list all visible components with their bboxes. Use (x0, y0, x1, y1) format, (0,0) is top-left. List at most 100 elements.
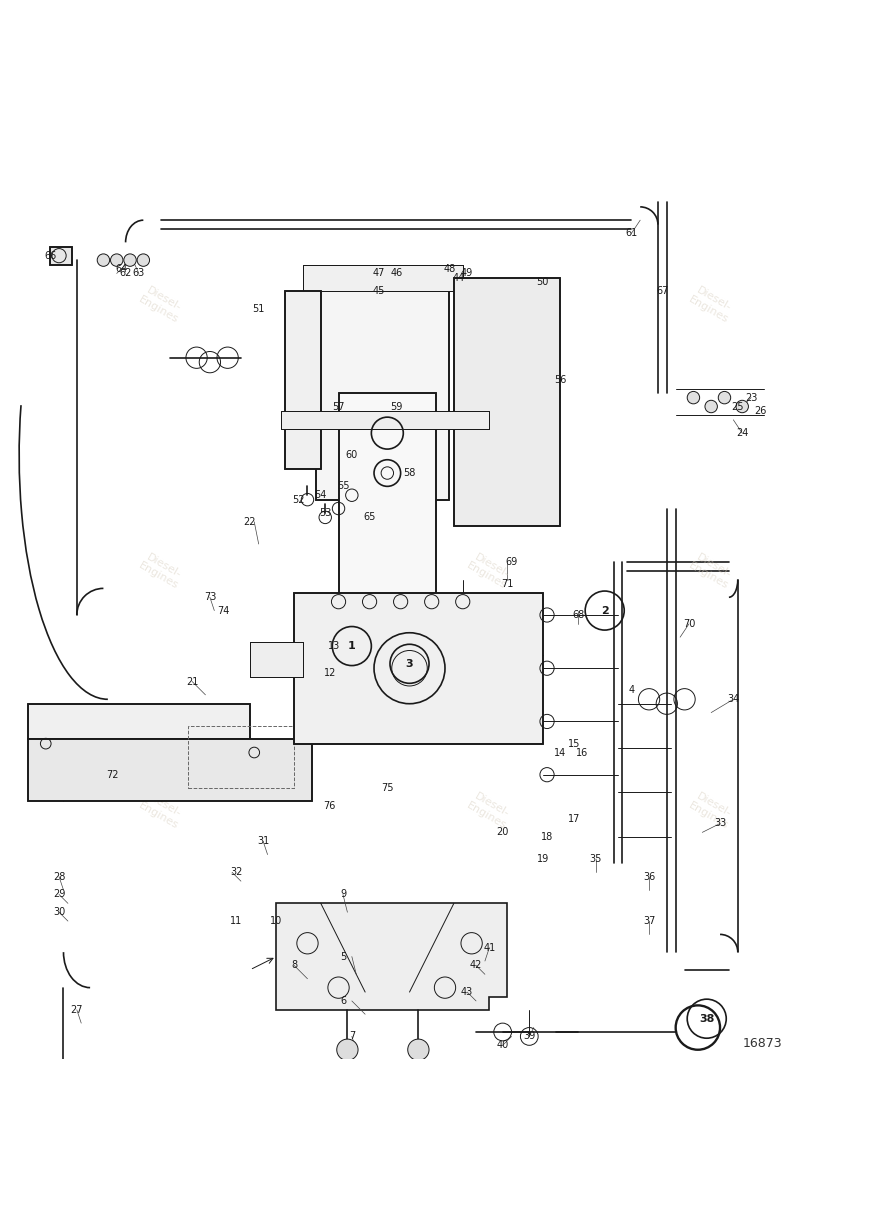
Bar (303, 264, 463, 292)
Text: 14: 14 (554, 748, 566, 758)
Circle shape (408, 1039, 429, 1060)
Text: 27: 27 (70, 1005, 83, 1015)
Text: 22: 22 (244, 517, 256, 526)
Text: 15: 15 (568, 739, 579, 749)
Text: 3: 3 (406, 659, 413, 669)
Text: 59: 59 (390, 401, 402, 412)
Bar (286, 292, 320, 469)
Text: 23: 23 (745, 392, 757, 402)
Text: 33: 33 (714, 818, 726, 829)
Circle shape (718, 391, 731, 403)
Text: 65: 65 (363, 513, 376, 523)
Text: 67: 67 (656, 287, 668, 296)
Text: 41: 41 (483, 942, 496, 953)
Circle shape (97, 253, 109, 267)
Text: 7: 7 (349, 1032, 355, 1042)
Text: Diesel-
Engines: Diesel- Engines (136, 790, 186, 830)
Text: 51: 51 (253, 304, 265, 314)
Bar (316, 278, 449, 499)
Text: 6: 6 (340, 996, 346, 1006)
Text: 56: 56 (554, 375, 567, 385)
Text: 48: 48 (443, 264, 456, 274)
Text: 64: 64 (115, 264, 127, 274)
Bar (188, 726, 295, 788)
Text: 58: 58 (403, 469, 416, 478)
Text: 11: 11 (231, 916, 243, 926)
Text: 50: 50 (537, 277, 549, 288)
Text: Diesel-
Engines: Diesel- Engines (687, 284, 736, 325)
Text: 60: 60 (345, 450, 358, 460)
Bar (50, 247, 72, 264)
Text: 70: 70 (683, 619, 695, 629)
Text: 13: 13 (328, 641, 340, 651)
Bar (250, 642, 303, 677)
Bar (50, 247, 72, 264)
Text: 37: 37 (643, 916, 655, 926)
Text: 24: 24 (736, 428, 748, 438)
Text: 74: 74 (217, 605, 230, 615)
Text: 17: 17 (568, 814, 579, 824)
Text: 75: 75 (381, 784, 393, 793)
Text: 39: 39 (523, 1032, 536, 1042)
Text: 38: 38 (699, 1014, 715, 1023)
Text: 2: 2 (601, 605, 609, 615)
Text: 36: 36 (643, 872, 655, 882)
Bar (454, 278, 561, 526)
Text: 35: 35 (590, 854, 602, 863)
Text: 72: 72 (106, 770, 118, 780)
Text: 45: 45 (372, 287, 384, 296)
Text: 29: 29 (53, 889, 65, 899)
Text: 21: 21 (186, 676, 198, 686)
Circle shape (110, 253, 123, 267)
Bar (250, 642, 303, 677)
Text: 66: 66 (44, 251, 56, 261)
Text: 55: 55 (336, 481, 349, 491)
Text: 26: 26 (754, 406, 766, 416)
Circle shape (736, 400, 748, 413)
Text: 18: 18 (541, 831, 554, 841)
Text: 68: 68 (572, 610, 584, 620)
Circle shape (137, 253, 150, 267)
Text: Diesel-
Engines: Diesel- Engines (136, 550, 186, 592)
Text: 47: 47 (372, 268, 384, 278)
Circle shape (687, 391, 700, 403)
Text: 5: 5 (340, 952, 346, 962)
Circle shape (336, 1039, 358, 1060)
Text: 19: 19 (537, 854, 549, 863)
Text: 16: 16 (577, 748, 588, 758)
Polygon shape (277, 903, 507, 1010)
Text: Diesel-
Engines: Diesel- Engines (465, 550, 514, 592)
Text: 32: 32 (231, 867, 243, 877)
Text: 61: 61 (625, 229, 637, 239)
Bar (28, 739, 311, 801)
Text: 16873: 16873 (742, 1037, 782, 1049)
Bar (286, 292, 320, 469)
Circle shape (705, 400, 717, 413)
Text: Diesel-
Engines: Diesel- Engines (465, 284, 514, 325)
Text: 4: 4 (628, 685, 635, 695)
Text: 53: 53 (319, 508, 331, 518)
Text: Diesel-
Engines: Diesel- Engines (136, 284, 186, 325)
Circle shape (124, 253, 136, 267)
Text: Diesel-
Engines: Diesel- Engines (687, 790, 736, 830)
Text: 76: 76 (323, 801, 336, 811)
Bar (281, 411, 490, 429)
Text: 54: 54 (314, 491, 327, 501)
Bar (369, 690, 405, 706)
Text: Diesel-
Engines: Diesel- Engines (465, 790, 514, 830)
Bar (316, 278, 449, 499)
Text: 12: 12 (323, 668, 336, 678)
Bar (454, 278, 561, 526)
Text: 71: 71 (501, 579, 514, 589)
Bar (369, 690, 405, 706)
Bar (338, 394, 436, 704)
Text: Diesel-
Engines: Diesel- Engines (687, 550, 736, 592)
Text: 49: 49 (461, 268, 473, 278)
Text: 28: 28 (53, 872, 65, 882)
Text: 25: 25 (732, 401, 744, 412)
Bar (303, 264, 463, 292)
Text: 44: 44 (452, 273, 465, 283)
Bar (338, 394, 436, 704)
Text: 69: 69 (506, 557, 518, 567)
Bar (28, 704, 250, 739)
